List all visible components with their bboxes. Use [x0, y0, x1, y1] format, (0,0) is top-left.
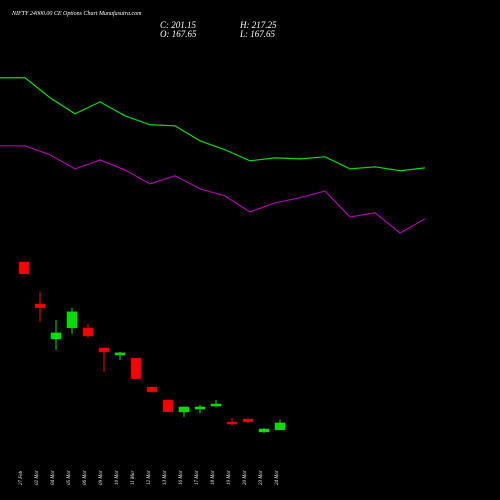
x-tick-label: 04 Mar — [51, 470, 56, 485]
x-tick-label: 11 Mar — [131, 470, 136, 485]
candle-body — [226, 421, 238, 425]
x-tick-label: 13 Mar — [163, 470, 168, 485]
chart-title: NIFTY 24000.00 CE Options Chart Munafasu… — [11, 10, 142, 17]
candle-body — [146, 386, 158, 393]
line-series — [0, 77, 426, 172]
x-tick-label: 17 Mar — [195, 470, 200, 485]
line-series — [0, 145, 426, 234]
candle-body — [50, 332, 62, 340]
candle-body — [130, 357, 142, 380]
x-tick-label: 16 Mar — [179, 470, 184, 485]
candle-body — [274, 422, 286, 431]
candle-body — [162, 399, 174, 413]
candle-body — [66, 311, 78, 329]
x-tick-label: 23 Mar — [259, 470, 264, 485]
x-tick-label: 02 Mar — [35, 470, 40, 485]
candle-body — [258, 428, 270, 433]
open-label: O: 167.65 — [160, 29, 197, 39]
candle-body — [82, 327, 94, 337]
candle-body — [114, 352, 126, 356]
close-label: C: 201.15 — [160, 20, 197, 30]
x-tick-label: 19 Mar — [227, 470, 232, 485]
candle-body — [242, 418, 254, 423]
candle-body — [194, 406, 206, 410]
x-tick-label: 27 Feb — [19, 470, 24, 485]
candle-body — [178, 406, 190, 413]
x-tick-label: 18 Mar — [211, 470, 216, 485]
candle-body — [98, 347, 110, 353]
candle-body — [210, 403, 222, 407]
x-tick-label: 09 Mar — [99, 470, 104, 485]
x-tick-label: 10 Mar — [115, 470, 120, 485]
candle-body — [18, 261, 30, 275]
x-tick-label: 05 Mar — [67, 470, 72, 485]
x-tick-label: 12 Mar — [147, 470, 152, 485]
candle-body — [34, 303, 46, 309]
x-tick-label: 06 Mar — [83, 470, 88, 485]
low-label: L: 167.65 — [239, 29, 276, 39]
x-tick-label: 24 Mar — [275, 470, 280, 485]
high-label: H: 217.25 — [239, 20, 277, 30]
x-tick-label: 20 Mar — [243, 470, 248, 485]
